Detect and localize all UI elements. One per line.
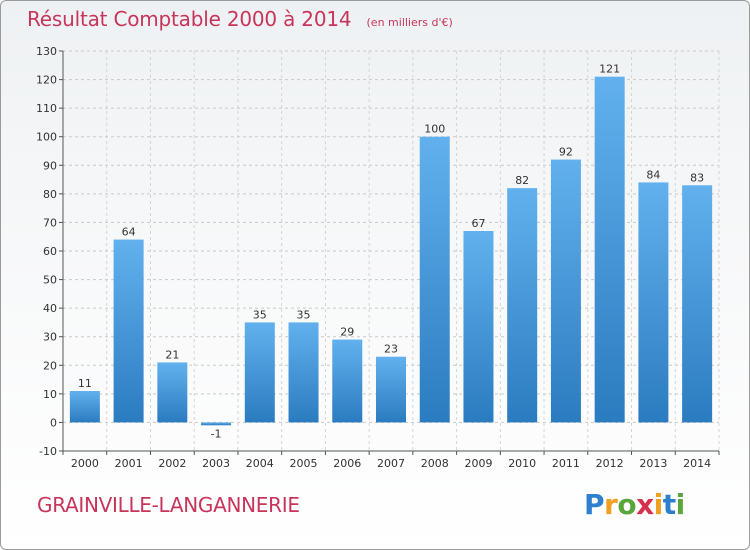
logo-letter: P (584, 488, 605, 521)
bar-value-label: 121 (599, 63, 620, 76)
bar-value-label: 83 (690, 171, 704, 184)
bar-2007 (376, 356, 406, 423)
y-tick-label: 10 (43, 388, 57, 401)
bar-2012 (594, 76, 625, 423)
bar-2011 (550, 159, 581, 423)
bar-2005 (288, 322, 319, 423)
x-tick-label: 2003 (202, 457, 230, 470)
y-tick-label: 50 (43, 274, 57, 287)
x-tick-label: 2000 (71, 457, 99, 470)
bar-value-labels: 11 64 21 -1 35 35 29 23 100 67 82 92 121 84 83 (78, 63, 704, 441)
y-tick-label: 40 (43, 302, 57, 315)
x-tick-label: 2005 (290, 457, 318, 470)
bar-2014 (682, 185, 713, 423)
bar-value-label: 82 (515, 174, 529, 187)
bar-value-label: 23 (384, 343, 398, 356)
x-tick-label: 2014 (683, 457, 711, 470)
y-tick-label: 60 (43, 245, 57, 258)
y-tick-label: 30 (43, 331, 57, 344)
bar-value-label: 35 (253, 308, 267, 321)
bar-value-label: 67 (471, 217, 485, 230)
bar-2000 (69, 391, 100, 423)
logo-letter: i (653, 488, 664, 521)
logo-letter: x (636, 488, 654, 521)
y-tick-label: 20 (43, 359, 57, 372)
y-tick-label: 0 (50, 416, 57, 429)
x-tick-label: 2008 (421, 457, 449, 470)
x-tick-label: 2009 (464, 457, 492, 470)
bar-value-label: 92 (559, 146, 573, 159)
x-tick-label: 2010 (508, 457, 536, 470)
x-axis-tick-labels: 2000 2001 2002 2003 2004 2005 2006 2007 2008 2009… (71, 457, 711, 470)
x-tick-label: 2006 (333, 457, 361, 470)
x-tick-label: 2004 (246, 457, 274, 470)
y-tick-label: -10 (39, 445, 57, 458)
bars (69, 76, 713, 426)
logo-letter: o (617, 488, 637, 521)
chart-title: Résultat Comptable 2000 à 2014 (27, 7, 352, 31)
x-tick-label: 2007 (377, 457, 405, 470)
bar-value-label: 29 (340, 326, 354, 339)
x-tick-label: 2002 (158, 457, 186, 470)
y-tick-label: 100 (36, 131, 57, 144)
bar-value-label: 11 (78, 377, 92, 390)
y-tick-label: 120 (36, 74, 57, 87)
bar-2002 (157, 362, 188, 423)
bar-value-label: 21 (165, 348, 179, 361)
bar-2001 (113, 239, 144, 423)
logo-letter: t (662, 488, 676, 521)
x-tick-label: 2011 (552, 457, 580, 470)
bar-2004 (244, 322, 275, 423)
bar-2010 (507, 188, 538, 423)
city-name: GRAINVILLE-LANGANNERIE (37, 493, 300, 517)
bar-value-label: 64 (122, 226, 136, 239)
x-tick-label: 2012 (596, 457, 624, 470)
bar-2009 (463, 231, 494, 423)
axes (59, 50, 720, 455)
y-tick-label: 110 (36, 102, 57, 115)
bar-2013 (638, 182, 669, 423)
y-axis-tick-labels: -10 0 10 20 30 40 50 60 70 80 90 100 110 120 130 (36, 45, 57, 458)
y-tick-label: 80 (43, 188, 57, 201)
logo-letter: r (604, 488, 618, 521)
y-tick-label: 90 (43, 159, 57, 172)
bar-value-label: 35 (297, 308, 311, 321)
x-tick-label: 2013 (639, 457, 667, 470)
x-tick-label: 2001 (115, 457, 143, 470)
bar-value-label: 84 (646, 168, 660, 181)
bar-value-label: -1 (211, 427, 222, 440)
chart-subtitle: (en milliers d'€) (366, 16, 453, 29)
bar-2006 (332, 339, 363, 423)
proxiti-logo: Proxiti (584, 488, 685, 521)
bar-2003 (201, 422, 232, 426)
logo-letter: i (675, 488, 686, 521)
y-tick-label: 130 (36, 45, 57, 58)
bar-value-label: 100 (424, 123, 445, 136)
chart-header: Résultat Comptable 2000 à 2014 (en milli… (27, 7, 453, 31)
y-tick-label: 70 (43, 216, 57, 229)
bar-2008 (419, 136, 450, 423)
